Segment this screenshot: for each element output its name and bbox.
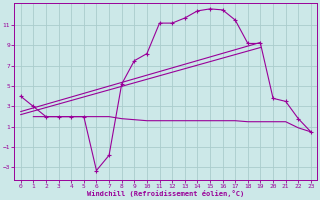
X-axis label: Windchill (Refroidissement éolien,°C): Windchill (Refroidissement éolien,°C) <box>87 190 244 197</box>
